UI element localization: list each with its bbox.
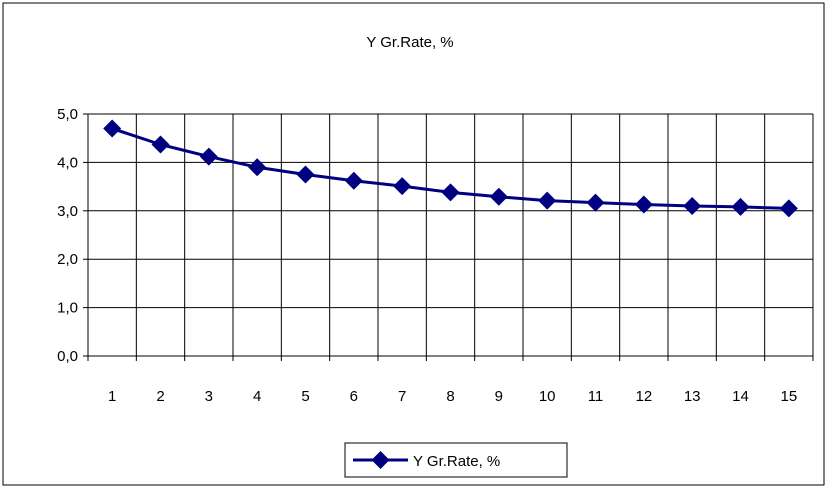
y-tick-label: 2,0 bbox=[57, 251, 78, 268]
x-tick-label: 15 bbox=[780, 388, 797, 405]
data-point bbox=[779, 199, 798, 218]
data-point bbox=[489, 187, 508, 206]
series-y-gr-rate bbox=[103, 119, 798, 218]
y-tick-label: 1,0 bbox=[57, 300, 78, 317]
x-tick-label: 4 bbox=[253, 388, 261, 405]
legend-marker bbox=[371, 451, 390, 469]
x-tick-label: 6 bbox=[350, 388, 358, 405]
x-tick-label: 14 bbox=[732, 388, 749, 405]
data-point bbox=[538, 191, 557, 210]
data-point bbox=[683, 196, 702, 215]
x-tick-label: 10 bbox=[539, 388, 556, 405]
x-tick-labels: 1 2 3 4 5 6 7 8 9 10 11 12 13 14 15 bbox=[108, 388, 797, 405]
legend: Y Gr.Rate, % bbox=[344, 442, 568, 478]
x-tick-label: 8 bbox=[446, 388, 454, 405]
x-tick-label: 7 bbox=[398, 388, 406, 405]
y-tick-label: 3,0 bbox=[57, 203, 78, 220]
data-point bbox=[393, 177, 412, 196]
x-tick-label: 1 bbox=[108, 388, 116, 405]
data-point bbox=[199, 147, 218, 166]
y-tick-label: 0,0 bbox=[57, 348, 78, 365]
y-tick-labels: 0,0 1,0 2,0 3,0 4,0 5,0 bbox=[57, 106, 78, 365]
y-tick-label: 4,0 bbox=[57, 154, 78, 171]
x-tick-label: 5 bbox=[301, 388, 309, 405]
x-tick-label: 9 bbox=[495, 388, 503, 405]
x-tick-label: 13 bbox=[684, 388, 701, 405]
grid-lines bbox=[88, 113, 814, 356]
chart-title: Y Gr.Rate, % bbox=[366, 34, 453, 51]
data-point bbox=[151, 135, 170, 154]
data-point bbox=[344, 171, 363, 190]
x-tick-label: 2 bbox=[156, 388, 164, 405]
x-tick-label: 11 bbox=[588, 388, 604, 405]
y-tick-label: 5,0 bbox=[57, 106, 78, 123]
data-point bbox=[296, 165, 315, 184]
data-point bbox=[248, 158, 267, 177]
data-point bbox=[634, 195, 653, 214]
data-point bbox=[103, 119, 122, 138]
data-point bbox=[441, 183, 460, 202]
x-tick-label: 3 bbox=[205, 388, 213, 405]
x-tick-label: 12 bbox=[635, 388, 652, 405]
data-point bbox=[586, 193, 605, 212]
legend-label: Y Gr.Rate, % bbox=[413, 453, 500, 470]
axes bbox=[83, 113, 814, 361]
data-point bbox=[731, 197, 750, 216]
